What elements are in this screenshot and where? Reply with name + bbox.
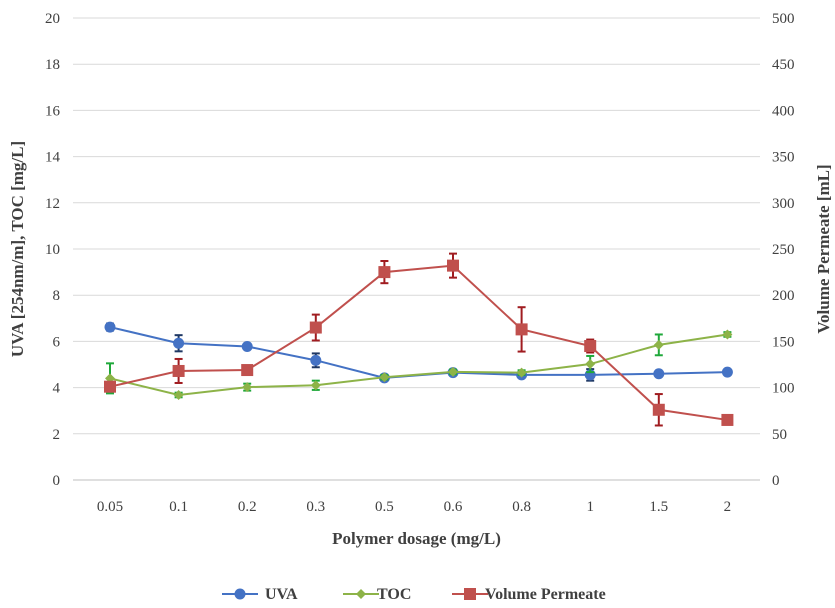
y2-axis-title: Volume Permeate [mL] [814, 164, 833, 333]
y-tick-label: 10 [45, 242, 60, 258]
toc-line [109, 333, 728, 397]
y-tick-label: 0 [53, 473, 61, 489]
x-axis-title: Polymer dosage (mg/L) [332, 529, 501, 548]
y-tick-label: 2 [53, 427, 61, 443]
volume-permeate-point [172, 364, 185, 377]
toc-point [585, 359, 596, 370]
y2-tick-label: 250 [772, 242, 795, 258]
toc-point [310, 380, 321, 391]
uva-point [173, 337, 185, 349]
x-tick-label: 0.3 [306, 499, 325, 515]
y-tick-label: 18 [45, 57, 60, 73]
volume-permeate-line [109, 264, 728, 421]
y-tick-label: 14 [45, 150, 61, 166]
y-tick-label: 20 [45, 11, 60, 27]
y2-tick-label: 400 [772, 103, 795, 119]
volume-permeate-point [241, 364, 254, 377]
uva-point [653, 368, 665, 380]
y2-tick-label: 100 [772, 381, 795, 397]
y2-tick-label: 300 [772, 196, 795, 212]
legend-uva-marker [234, 588, 246, 600]
volume-permeate-point [515, 323, 528, 336]
volume-permeate-point [652, 403, 665, 416]
y2-tick-label: 0 [772, 473, 780, 489]
uva-point [310, 354, 322, 366]
x-tick-label: 0.1 [169, 499, 188, 515]
legend-volume-permeate-marker [464, 588, 476, 600]
y2-tick-label: 350 [772, 150, 795, 166]
volume-permeate-point [721, 413, 734, 426]
toc-point [448, 366, 458, 377]
uva-point [241, 340, 253, 352]
y-tick-label: 8 [53, 288, 61, 304]
y-tick-label: 4 [53, 381, 61, 397]
y-axis-title: UVA [254nm/m], TOC [mg/L] [8, 141, 27, 357]
toc-point [653, 339, 664, 350]
x-tick-label: 0.5 [375, 499, 394, 515]
toc-point [516, 367, 527, 378]
y-tick-label: 6 [53, 334, 61, 350]
volume-permeate-point [584, 340, 597, 353]
x-tick-label: 0.8 [512, 499, 531, 515]
volume-permeate-point [378, 266, 391, 279]
x-tick-label: 0.05 [97, 499, 123, 515]
volume-permeate-point [447, 259, 459, 272]
volume-permeate-point [104, 380, 116, 393]
y2-tick-label: 150 [772, 334, 795, 350]
uva-point [104, 321, 116, 333]
x-tick-label: 1.5 [649, 499, 668, 515]
x-tick-label: 1 [586, 499, 594, 515]
y2-tick-label: 500 [772, 11, 795, 27]
toc-point [379, 372, 390, 383]
toc-point [242, 382, 253, 393]
uva-point [721, 366, 733, 378]
toc-point [173, 389, 184, 400]
x-tick-label: 2 [724, 499, 732, 515]
x-tick-label: 0.2 [238, 499, 257, 515]
y2-tick-label: 450 [772, 57, 795, 73]
y2-tick-label: 50 [772, 427, 787, 443]
toc-point [722, 329, 733, 340]
legend-volume-permeate-label: Volume Permeate [485, 586, 606, 603]
legend-uva-label: UVA [265, 586, 298, 603]
y2-tick-label: 200 [772, 288, 795, 304]
x-tick-label: 0.6 [444, 499, 463, 515]
y-tick-label: 16 [45, 103, 61, 119]
legend-toc-marker [356, 589, 366, 599]
legend-toc-label: TOC [377, 586, 411, 603]
y-tick-label: 12 [45, 196, 60, 212]
volume-permeate-point [309, 321, 322, 334]
